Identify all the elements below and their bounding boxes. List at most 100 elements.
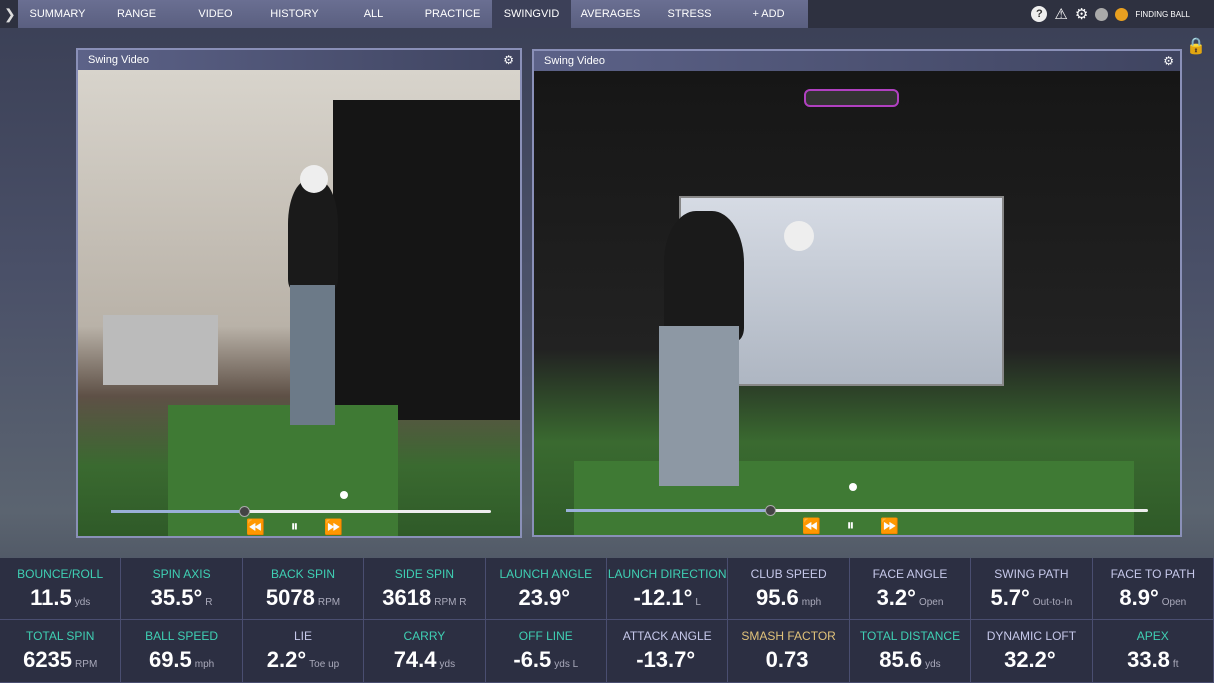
toolbar-icons: ? ⚠ ⚙ FINDING BALL — [1031, 5, 1190, 23]
stat-value: 2.2° — [266, 647, 307, 672]
device-icon — [1095, 7, 1109, 21]
stat-value: 5078 — [265, 585, 315, 610]
rewind-icon[interactable]: ⏪ — [246, 519, 265, 536]
tab-summary[interactable]: SUMMARY — [29, 8, 86, 20]
fast-forward-icon[interactable]: ⏩ — [880, 518, 899, 535]
stat-unit: RPM — [317, 597, 341, 608]
stat-unit: Toe up — [309, 659, 340, 670]
stat-value: 6235 — [23, 647, 73, 672]
stat-value: -13.7° — [636, 647, 696, 672]
gear-icon[interactable]: ⚙ — [1074, 6, 1089, 23]
video-scrubber[interactable] — [111, 506, 491, 517]
stat-value: 74.4 — [393, 647, 437, 672]
gear-icon[interactable]: ⚙ — [503, 53, 514, 67]
stat-tile-launch-direction: LAUNCH DIRECTION -12.1° L — [607, 558, 729, 620]
gear-icon[interactable]: ⚙ — [1163, 54, 1174, 68]
stat-tile-ball-speed: BALL SPEED 69.5 mph — [121, 620, 243, 683]
status-text: FINDING BALL — [1135, 9, 1190, 19]
stat-label: CARRY — [403, 629, 446, 643]
warning-icon[interactable]: ⚠ — [1054, 6, 1068, 23]
stat-value: 11.5 — [30, 585, 72, 610]
stat-tile-lie: LIE 2.2° Toe up — [242, 620, 365, 683]
swing-video-panel-left: Swing Video ⚙ ⏪ ⏸ ⏩ — [76, 48, 522, 538]
stat-value: 35.5° — [150, 585, 203, 610]
rewind-icon[interactable]: ⏪ — [802, 518, 821, 535]
panel-title: Swing Video — [544, 55, 605, 67]
stat-unit: RPM R — [434, 597, 467, 608]
top-bar: ❯ SUMMARY RANGE VIDEO HISTORY ALL PRACTICE SWI… — [0, 0, 1214, 28]
stat-unit: Open — [918, 597, 944, 608]
stat-label: SMASH FACTOR — [741, 629, 836, 643]
stat-tile-off-line: OFF LINE -6.5 yds L — [485, 620, 607, 683]
stat-tile-back-spin: BACK SPIN 5078 RPM — [242, 558, 365, 620]
stat-label: OFF LINE — [518, 629, 573, 643]
stat-tile-club-speed: CLUB SPEED 95.6 mph — [728, 558, 850, 620]
stat-label: BACK SPIN — [270, 567, 335, 581]
stat-tile-swing-path: SWING PATH 5.7° Out-to-In — [971, 558, 1093, 620]
stat-tile-bounce-roll: BOUNCE/ROLL 11.5 yds — [0, 558, 122, 620]
stat-label: TOTAL DISTANCE — [859, 629, 961, 643]
stat-label: APEX — [1136, 629, 1169, 643]
stat-tile-attack-angle: ATTACK ANGLE -13.7° — [607, 620, 729, 683]
stat-label: SIDE SPIN — [394, 567, 455, 581]
stat-unit: Open — [1161, 597, 1187, 608]
tab-add[interactable]: + ADD — [752, 8, 785, 20]
video-frame[interactable]: ⏪ ⏸ ⏩ — [78, 70, 520, 536]
stat-label: FACE TO PATH — [1110, 567, 1196, 581]
stat-label: ATTACK ANGLE — [622, 629, 712, 643]
stat-tile-face-angle: FACE ANGLE 3.2° Open — [849, 558, 972, 620]
stat-unit: R — [205, 597, 213, 608]
stat-label: LAUNCH ANGLE — [499, 567, 593, 581]
stat-label: SPIN AXIS — [152, 567, 211, 581]
expand-chevron-icon[interactable]: ❯ — [4, 6, 16, 22]
stat-value: 3618 — [382, 585, 432, 610]
stat-value: 8.9° — [1119, 585, 1159, 610]
tab-history[interactable]: HISTORY — [270, 8, 319, 20]
stat-unit: L — [695, 597, 701, 608]
stat-value: 85.6 — [879, 647, 923, 672]
swing-video-panel-right: Swing Video ⚙ ⏪ ⏸ ⏩ — [532, 49, 1182, 537]
stat-tile-dynamic-loft: DYNAMIC LOFT 32.2° — [971, 620, 1093, 683]
tab-video[interactable]: VIDEO — [198, 8, 233, 20]
stat-value: 5.7° — [990, 585, 1030, 610]
stat-tile-face-to-path: FACE TO PATH 8.9° Open — [1092, 558, 1214, 620]
panel-title: Swing Video — [88, 54, 149, 66]
stat-unit: yds L — [554, 659, 579, 670]
stat-value: 23.9° — [518, 585, 571, 610]
stat-value: -12.1° — [633, 585, 693, 610]
stat-value: 32.2° — [1004, 647, 1056, 672]
stat-label: TOTAL SPIN — [25, 629, 95, 643]
fast-forward-icon[interactable]: ⏩ — [324, 519, 343, 536]
stat-tile-smash-factor: SMASH FACTOR 0.73 — [728, 620, 850, 683]
video-scrubber[interactable] — [566, 505, 1148, 516]
stat-unit: RPM — [75, 659, 98, 670]
stat-unit: yds — [439, 659, 456, 670]
main-nav: SUMMARY RANGE VIDEO HISTORY ALL PRACTICE SWING… — [18, 0, 808, 28]
stat-unit: mph — [801, 597, 822, 608]
video-frame[interactable]: ⏪ ⏸ ⏩ — [534, 71, 1180, 535]
tab-practice[interactable]: PRACTICE — [424, 8, 481, 20]
lock-icon[interactable]: 🔒 — [1186, 38, 1206, 55]
stat-tile-apex: APEX 33.8 ft — [1092, 620, 1214, 683]
stat-tile-spin-axis: SPIN AXIS 35.5° R — [121, 558, 243, 620]
tab-all[interactable]: ALL — [363, 8, 384, 20]
stat-label: LIE — [293, 629, 312, 643]
stat-label: SWING PATH — [994, 567, 1069, 581]
stat-value: 3.2° — [876, 585, 916, 610]
tab-stress[interactable]: STRESS — [667, 8, 712, 20]
tab-range[interactable]: RANGE — [116, 8, 157, 20]
pause-icon[interactable]: ⏸ — [290, 518, 299, 535]
stat-label: LAUNCH DIRECTION — [607, 567, 727, 581]
pause-icon[interactable]: ⏸ — [846, 517, 855, 534]
stat-value: -6.5 — [513, 647, 552, 672]
stat-label: BALL SPEED — [145, 629, 219, 643]
tab-swingvid[interactable]: SWINGVID — [492, 0, 571, 28]
stat-unit: Out-to-In — [1032, 597, 1073, 608]
stat-label: DYNAMIC LOFT — [986, 629, 1077, 643]
shot-stats-grid: BOUNCE/ROLL 11.5 yds SPIN AXIS 35.5° R BACK SP… — [0, 558, 1214, 683]
tab-averages[interactable]: AVERAGES — [580, 8, 641, 20]
stat-label: CLUB SPEED — [750, 567, 827, 581]
help-icon[interactable]: ? — [1031, 6, 1048, 22]
stat-unit: mph — [194, 659, 215, 670]
stat-unit: yds — [925, 659, 941, 670]
